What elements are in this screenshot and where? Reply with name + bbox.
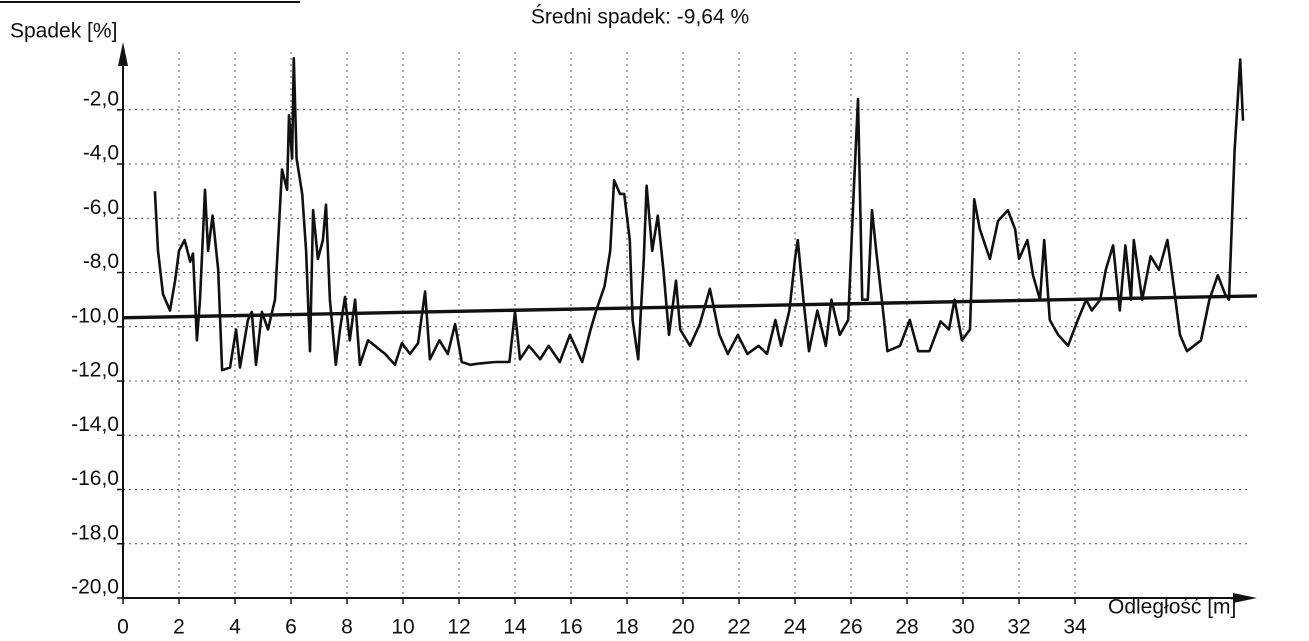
y-axis-arrow bbox=[118, 42, 128, 66]
x-tick-label: 24 bbox=[783, 616, 807, 639]
y-axis-label: Spadek [%] bbox=[10, 20, 117, 43]
y-tick-label: -18,0 bbox=[71, 521, 119, 544]
y-tick-label: -6,0 bbox=[83, 196, 119, 219]
chart-title: Średni spadek: -9,64 % bbox=[531, 5, 749, 29]
x-tick-label: 18 bbox=[615, 616, 638, 639]
line-series bbox=[153, 57, 1245, 372]
x-tick-label: 22 bbox=[727, 616, 750, 639]
x-axis-label: Odległość [m] bbox=[1108, 596, 1236, 619]
y-tick-label: -4,0 bbox=[83, 142, 119, 165]
y-tick-label: -20,0 bbox=[71, 576, 119, 599]
x-tick-label: 8 bbox=[341, 616, 353, 639]
y-tick-label: -16,0 bbox=[71, 467, 119, 490]
x-tick-label: 0 bbox=[117, 616, 129, 639]
x-tick-label: 26 bbox=[839, 616, 862, 639]
y-tick-label: -10,0 bbox=[71, 304, 119, 327]
x-tick-label: 14 bbox=[503, 616, 527, 639]
y-tick-label: -14,0 bbox=[71, 413, 119, 436]
x-tick-label: 10 bbox=[391, 616, 414, 639]
x-axis-arrow bbox=[1233, 593, 1257, 603]
x-tick-label: 20 bbox=[671, 616, 694, 639]
x-tick-label: 12 bbox=[447, 616, 470, 639]
x-tick-label: 6 bbox=[285, 616, 297, 639]
y-tick-label: -2,0 bbox=[83, 87, 119, 110]
x-tick-label: 4 bbox=[229, 616, 241, 639]
x-tick-label: 32 bbox=[1007, 616, 1030, 639]
y-tick-label: -12,0 bbox=[71, 359, 119, 382]
x-tick-label: 28 bbox=[895, 616, 918, 639]
x-tick-label: 30 bbox=[951, 616, 974, 639]
y-tick-label: -8,0 bbox=[83, 250, 119, 273]
x-tick-label: 16 bbox=[559, 616, 582, 639]
x-tick-label: 2 bbox=[173, 616, 185, 639]
line-series bbox=[122, 294, 1258, 320]
x-tick-label: 34 bbox=[1063, 616, 1087, 639]
